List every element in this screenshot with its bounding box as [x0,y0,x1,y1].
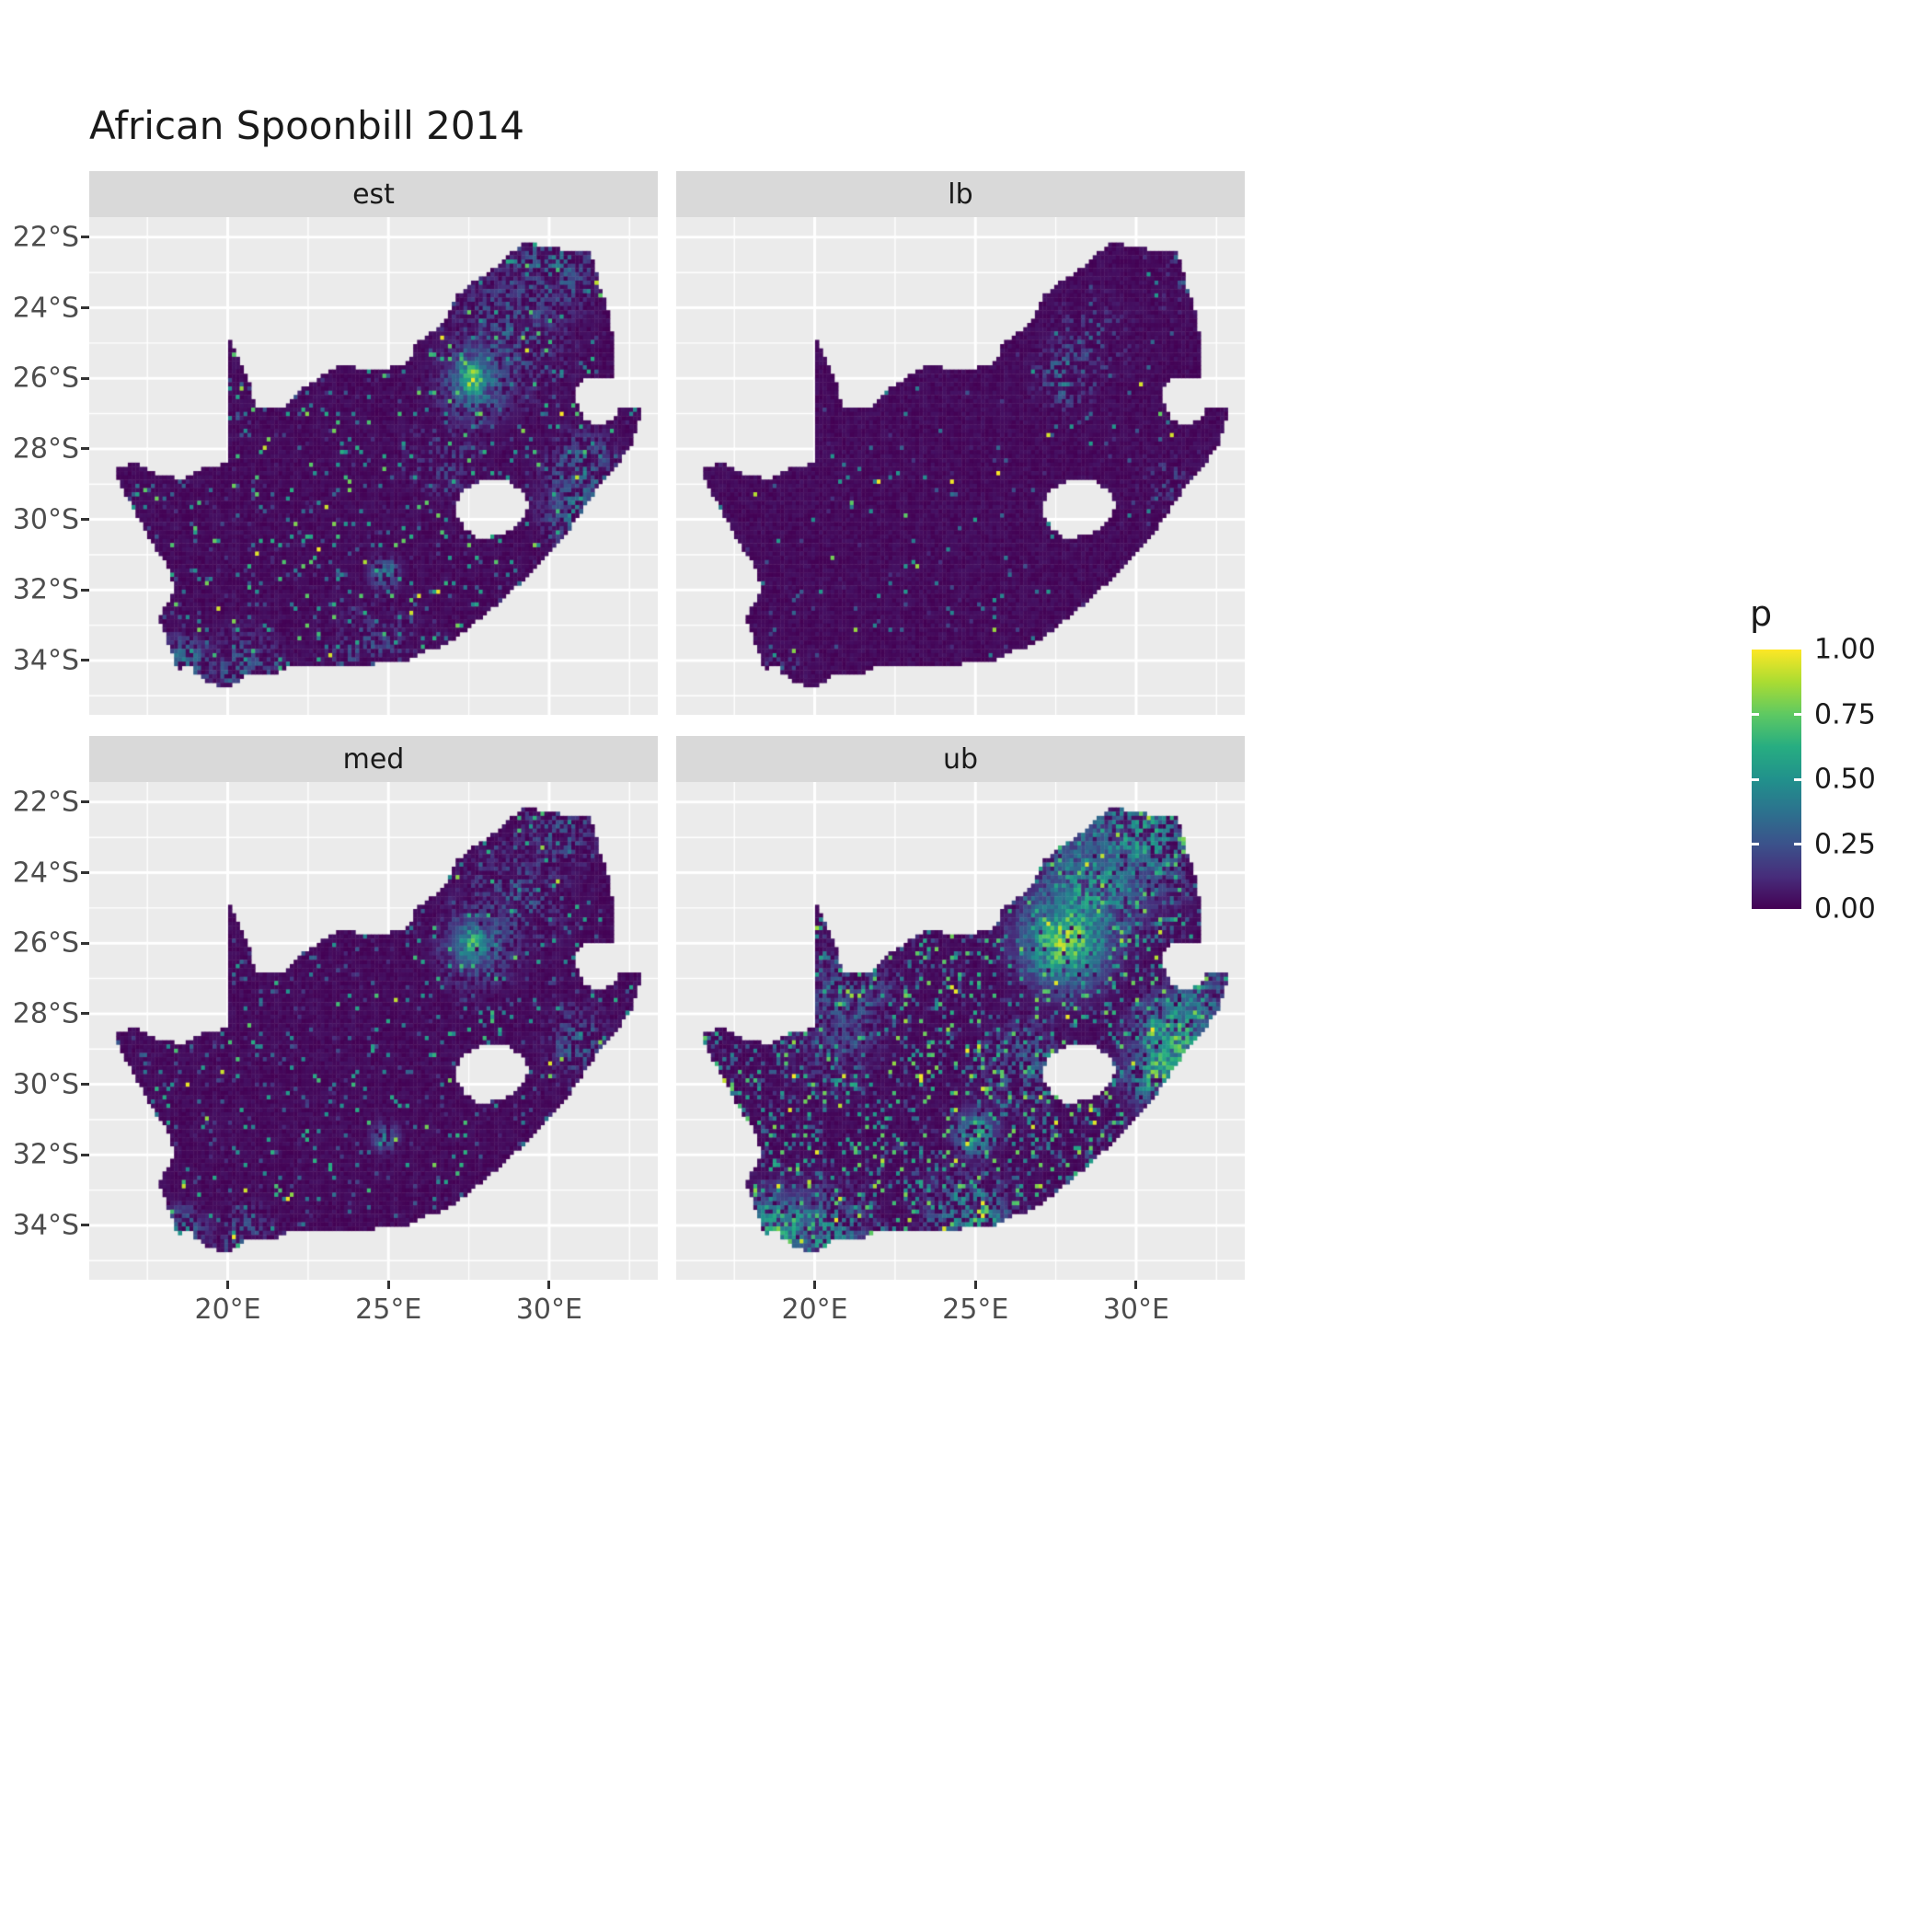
y-axis-tick-label: 34°S [12,644,79,677]
legend-tick-label: 0.50 [1814,763,1876,796]
x-axis-tick-mark [1134,1281,1138,1289]
map-canvas-lb [676,217,1245,715]
legend-tick-mark [1794,777,1801,781]
y-axis-tick-mark [81,306,89,310]
x-axis-tick-mark [226,1281,230,1289]
y-axis-tick-mark [81,1083,89,1087]
y-axis-tick-mark [81,447,89,451]
plot-title: African Spoonbill 2014 [89,103,524,148]
y-axis-tick-mark [81,941,89,945]
y-axis-tick-label: 26°S [12,362,79,395]
legend-tick-mark [1752,843,1759,845]
x-axis-tick-label: 25°E [942,1294,1009,1326]
x-axis-tick-label: 25°E [355,1294,422,1326]
y-axis-tick-mark [81,1224,89,1227]
y-axis-tick-label: 24°S [12,857,79,890]
y-axis-tick-mark [81,236,89,239]
y-axis-tick-mark [81,588,89,592]
legend-tick-mark [1794,713,1801,716]
x-axis-tick-label: 30°E [1102,1294,1169,1326]
y-axis-tick-label: 28°S [12,432,79,466]
map-canvas-ub [676,782,1245,1280]
legend-tick-mark [1752,777,1759,781]
x-axis-tick-mark [973,1281,977,1289]
y-axis-tick-mark [81,800,89,804]
y-axis-tick-label: 34°S [12,1209,79,1242]
y-axis-tick-label: 32°S [12,573,79,606]
y-axis-tick-label: 26°S [12,926,79,960]
facet-strip-ub: ub [676,736,1245,782]
legend-tick-mark [1752,713,1759,716]
y-axis-tick-label: 24°S [12,292,79,325]
x-axis-tick-label: 30°E [515,1294,582,1326]
legend-tick-mark [1794,843,1801,845]
y-axis-tick-label: 30°S [12,503,79,536]
y-axis-tick-mark [81,518,89,522]
y-axis-tick-mark [81,871,89,875]
map-canvas-med [89,782,658,1280]
x-axis-tick-label: 20°E [781,1294,848,1326]
y-axis-tick-mark [81,659,89,662]
x-axis-tick-mark [386,1281,390,1289]
legend-tick-label: 0.00 [1814,892,1876,926]
y-axis-tick-label: 22°S [12,786,79,819]
legend-tick-label: 0.25 [1814,828,1876,860]
y-axis-tick-label: 32°S [12,1138,79,1171]
facet-strip-med: med [89,736,658,782]
legend-title: p [1750,593,1773,634]
y-axis-tick-label: 22°S [12,221,79,254]
facet-strip-lb: lb [676,171,1245,217]
y-axis-tick-mark [81,1153,89,1156]
y-axis-tick-label: 30°S [12,1068,79,1101]
x-axis-tick-mark [813,1281,817,1289]
y-axis-tick-mark [81,1012,89,1016]
x-axis-tick-label: 20°E [194,1294,261,1326]
x-axis-tick-mark [547,1281,551,1289]
legend-tick-label: 1.00 [1814,633,1876,666]
y-axis-tick-mark [81,376,89,380]
facet-strip-est: est [89,171,658,217]
legend-colorbar [1752,650,1801,909]
map-canvas-est [89,217,658,715]
y-axis-tick-label: 28°S [12,997,79,1030]
legend-tick-label: 0.75 [1814,698,1876,730]
